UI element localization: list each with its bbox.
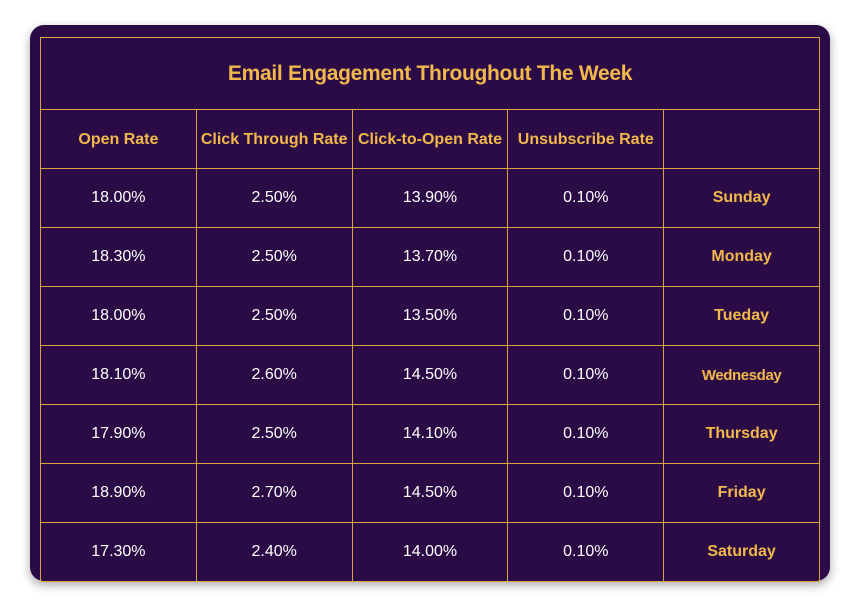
- table-row: 18.00% 2.50% 13.90% 0.10% Sunday: [40, 168, 820, 228]
- table-row: 18.10% 2.60% 14.50% 0.10% Wednesday: [40, 345, 820, 405]
- cell-open-rate: 18.00%: [40, 168, 197, 228]
- cell-open-rate: 17.90%: [40, 404, 197, 464]
- cell-click-through-rate: 2.40%: [195, 522, 353, 582]
- cell-unsubscribe-rate: 0.10%: [507, 286, 665, 346]
- day-label: Wednesday: [701, 366, 782, 384]
- table-row: 17.90% 2.50% 14.10% 0.10% Thursday: [40, 404, 820, 464]
- cell-day: Monday: [663, 227, 820, 287]
- title-row: Email Engagement Throughout The Week: [40, 37, 820, 110]
- header-click-through-rate: Click Through Rate: [195, 109, 353, 169]
- cell-click-to-open-rate: 13.70%: [351, 227, 509, 287]
- cell-click-through-rate: 2.60%: [195, 345, 353, 405]
- day-label: Friday: [717, 484, 766, 501]
- table-row: 18.30% 2.50% 13.70% 0.10% Monday: [40, 227, 820, 287]
- day-label: Monday: [711, 248, 772, 265]
- cell-click-through-rate: 2.50%: [195, 227, 353, 287]
- cell-click-to-open-rate: 14.50%: [351, 345, 509, 405]
- cell-day: Wednesday: [663, 345, 820, 405]
- day-label: Thursday: [705, 425, 778, 442]
- cell-open-rate: 18.00%: [40, 286, 197, 346]
- header-unsubscribe-rate: Unsubscribe Rate: [507, 109, 665, 169]
- cell-day: Saturday: [663, 522, 820, 582]
- day-label: Sunday: [712, 189, 771, 206]
- day-label: Saturday: [707, 543, 776, 560]
- cell-unsubscribe-rate: 0.10%: [507, 404, 665, 464]
- header-open-rate: Open Rate: [40, 109, 197, 169]
- cell-click-to-open-rate: 13.50%: [351, 286, 509, 346]
- cell-click-to-open-rate: 13.90%: [351, 168, 509, 228]
- cell-unsubscribe-rate: 0.10%: [507, 522, 665, 582]
- cell-open-rate: 18.10%: [40, 345, 197, 405]
- table-row: 18.90% 2.70% 14.50% 0.10% Friday: [40, 463, 820, 523]
- cell-click-through-rate: 2.50%: [195, 168, 353, 228]
- header-day: [663, 109, 820, 169]
- cell-unsubscribe-rate: 0.10%: [507, 227, 665, 287]
- table-title: Email Engagement Throughout The Week: [40, 37, 820, 110]
- cell-day: Sunday: [663, 168, 820, 228]
- table-row: 17.30% 2.40% 14.00% 0.10% Saturday: [40, 522, 820, 582]
- cell-unsubscribe-rate: 0.10%: [507, 168, 665, 228]
- cell-click-to-open-rate: 14.50%: [351, 463, 509, 523]
- cell-unsubscribe-rate: 0.10%: [507, 345, 665, 405]
- cell-open-rate: 17.30%: [40, 522, 197, 582]
- header-row: Open Rate Click Through Rate Click-to-Op…: [40, 109, 820, 169]
- cell-click-through-rate: 2.50%: [195, 404, 353, 464]
- table-row: 18.00% 2.50% 13.50% 0.10% Tueday: [40, 286, 820, 346]
- cell-click-through-rate: 2.70%: [195, 463, 353, 523]
- table-card: Email Engagement Throughout The Week Ope…: [30, 25, 830, 582]
- cell-day: Thursday: [663, 404, 820, 464]
- cell-open-rate: 18.90%: [40, 463, 197, 523]
- cell-click-through-rate: 2.50%: [195, 286, 353, 346]
- cell-unsubscribe-rate: 0.10%: [507, 463, 665, 523]
- engagement-table: Email Engagement Throughout The Week Ope…: [40, 37, 820, 582]
- cell-day: Friday: [663, 463, 820, 523]
- cell-click-to-open-rate: 14.00%: [351, 522, 509, 582]
- cell-day: Tueday: [663, 286, 820, 346]
- cell-open-rate: 18.30%: [40, 227, 197, 287]
- cell-click-to-open-rate: 14.10%: [351, 404, 509, 464]
- day-label: Tueday: [714, 307, 769, 324]
- header-click-to-open-rate: Click-to-Open Rate: [351, 109, 509, 169]
